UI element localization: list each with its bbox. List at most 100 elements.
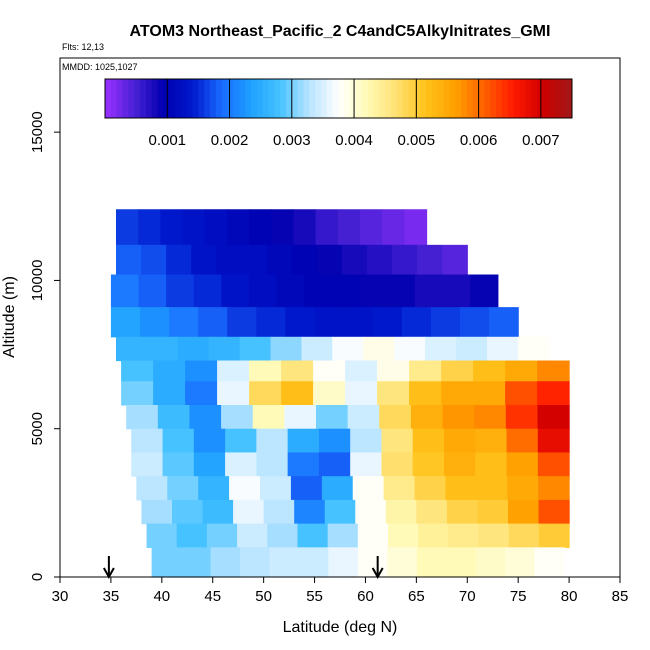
heat-cell-11-1	[172, 499, 204, 525]
heat-cell-4-5	[270, 336, 303, 362]
heat-cell-1-11	[392, 244, 418, 276]
x-tick-label: 45	[204, 588, 221, 605]
heat-cell-0-13	[404, 209, 428, 246]
x-axis: 30 35 40 45 50 55 60 65 70 75 80 85	[52, 577, 628, 605]
heat-cell-1-6	[266, 244, 293, 276]
heat-cell-2-4	[221, 274, 250, 308]
colorbar-swatch	[350, 79, 357, 118]
y-tick-label: 15000	[29, 111, 46, 153]
heat-cell-6-10	[441, 381, 474, 406]
heat-cell-12-13	[538, 523, 570, 548]
colorbar: 0.001 0.002 0.003 0.004 0.005 0.006 0.007	[104, 78, 573, 149]
colorbar-tick-label: 0.004	[335, 132, 373, 149]
heat-cell-8-6	[318, 428, 351, 454]
heat-cell-10-1	[167, 476, 199, 501]
heat-cell-3-9	[372, 307, 403, 338]
heat-cell-2-5	[249, 274, 278, 308]
colorbar-swatch	[134, 79, 141, 118]
heat-cell-3-7	[314, 307, 345, 338]
colorbar-swatch	[414, 79, 421, 118]
heat-cell-8-7	[350, 428, 383, 454]
heat-cell-9-11	[475, 452, 508, 477]
flights-text: Flts: 12,13	[62, 42, 104, 52]
colorbar-tick-label: 0.005	[398, 132, 436, 149]
colorbar-swatch	[332, 79, 339, 118]
colorbar-swatch	[239, 79, 246, 118]
colorbar-swatch	[361, 79, 369, 118]
colorbar-swatch	[303, 79, 310, 118]
heat-cell-12-11	[478, 523, 510, 548]
heat-cell-0-8	[293, 209, 317, 246]
colorbar-swatch	[274, 79, 281, 118]
x-tick-label: 70	[459, 588, 476, 605]
heat-cell-8-1	[162, 428, 195, 454]
heat-cell-11-11	[477, 499, 509, 525]
x-tick-label: 75	[510, 588, 527, 605]
heat-cell-1-7	[291, 244, 318, 276]
heat-cell-7-2	[189, 404, 222, 430]
heat-cell-3-5	[256, 307, 287, 338]
heat-cell-8-3	[225, 428, 257, 454]
heat-cell-3-8	[343, 307, 374, 338]
colorbar-swatch	[291, 79, 299, 118]
colorbar-swatch	[554, 79, 561, 118]
heat-cell-10-12	[507, 476, 539, 501]
heat-cell-11-10	[446, 499, 479, 525]
colorbar-swatch	[233, 79, 240, 118]
heat-cell-8-5	[287, 428, 320, 454]
heat-cell-0-1	[138, 209, 161, 246]
heat-cell-8-4	[256, 428, 289, 454]
colorbar-swatch	[140, 79, 147, 118]
heat-cell-0-3	[182, 209, 206, 246]
colorbar-swatch	[542, 79, 550, 118]
heat-cell-6-13	[537, 381, 570, 406]
heat-cell-1-3	[191, 244, 217, 276]
heat-cell-9-0	[131, 452, 164, 477]
heat-cell-5-2	[185, 360, 218, 382]
heat-cell-1-2	[166, 244, 192, 276]
colorbar-swatch	[426, 79, 433, 118]
heat-cell-7-11	[474, 404, 507, 430]
heat-cell-5-9	[409, 360, 442, 382]
x-tick-label: 35	[103, 588, 120, 605]
heat-cell-7-6	[316, 404, 349, 430]
colorbar-swatch	[309, 79, 316, 118]
colorbar-swatch	[186, 79, 194, 118]
heat-cell-5-13	[537, 360, 570, 382]
colorbar-swatch	[461, 79, 468, 118]
heat-cell-3-13	[489, 307, 519, 338]
colorbar-swatch	[379, 79, 386, 118]
heat-cell-1-13	[442, 244, 468, 276]
y-tick-label: 0	[29, 573, 46, 581]
heat-cell-5-6	[313, 360, 346, 382]
heat-cell-10-8	[383, 476, 416, 501]
y-axis-label: Altitude (m)	[1, 276, 18, 358]
heat-cell-9-3	[225, 452, 257, 477]
colorbar-swatch	[466, 79, 474, 118]
heat-cell-11-12	[508, 499, 540, 525]
colorbar-swatch	[268, 79, 275, 118]
heat-cell-4-3	[208, 336, 241, 362]
heat-cell-7-10	[442, 404, 475, 430]
colorbar-swatch	[180, 79, 188, 118]
heat-cell-13-12	[505, 547, 536, 578]
heat-cell-6-11	[473, 381, 506, 406]
heat-cell-0-6	[249, 209, 272, 246]
colorbar-swatch	[344, 79, 351, 118]
colorbar-swatch	[385, 79, 392, 118]
heat-cell-4-7	[332, 336, 364, 362]
heat-cell-0-7	[271, 209, 295, 246]
heat-cell-5-4	[249, 360, 282, 382]
heat-cell-4-4	[239, 336, 272, 362]
colorbar-tick-label: 0.002	[211, 132, 249, 149]
heat-cell-13-3	[240, 547, 271, 578]
heat-cell-11-7	[355, 499, 387, 525]
colorbar-swatch	[145, 79, 153, 118]
heat-cell-4-10	[425, 336, 457, 362]
y-axis: 0 5000 10000 15000	[29, 111, 60, 581]
heat-cell-3-12	[460, 307, 490, 338]
x-axis-label: Latitude (deg N)	[283, 619, 398, 636]
heat-cell-3-1	[140, 307, 170, 338]
colorbar-tick-label: 0.001	[148, 132, 186, 149]
heat-cell-0-5	[226, 209, 250, 246]
